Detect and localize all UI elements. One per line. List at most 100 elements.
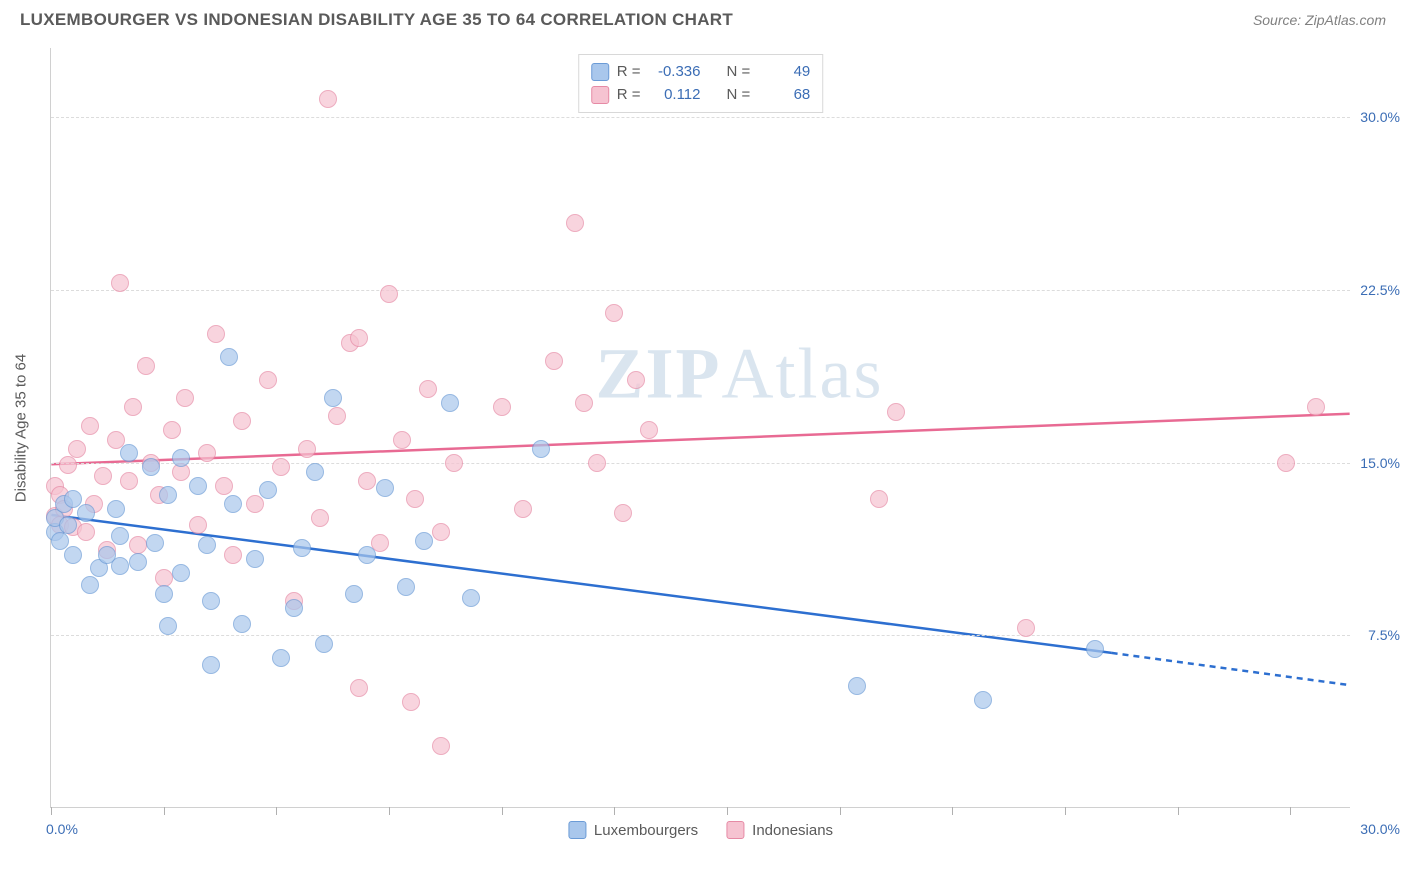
data-point [887,403,905,421]
data-point [306,463,324,481]
data-point [189,516,207,534]
x-tick [276,807,277,815]
plot-area: ZIPAtlas Disability Age 35 to 64 R = -0.… [50,48,1350,808]
data-point [285,599,303,617]
data-point [111,527,129,545]
n-value-2: 68 [758,84,810,107]
data-point [345,585,363,603]
data-point [605,304,623,322]
data-point [627,371,645,389]
data-point [532,440,550,458]
data-point [77,523,95,541]
grid-line [51,290,1350,291]
data-point [272,649,290,667]
data-point [224,495,242,513]
x-tick [1290,807,1291,815]
data-point [77,504,95,522]
data-point [233,412,251,430]
data-point [246,495,264,513]
data-point [298,440,316,458]
legend-stats-row-2: R = 0.112 N = 68 [591,84,811,107]
swatch-series-1 [591,63,609,81]
data-point [111,274,129,292]
data-point [159,486,177,504]
y-tick-label: 15.0% [1360,455,1400,471]
data-point [432,737,450,755]
data-point [358,472,376,490]
data-point [81,417,99,435]
data-point [1307,398,1325,416]
data-point [328,407,346,425]
data-point [419,380,437,398]
data-point [545,352,563,370]
data-point [120,472,138,490]
data-point [233,615,251,633]
y-tick-label: 22.5% [1360,282,1400,298]
data-point [319,90,337,108]
data-point [246,550,264,568]
x-tick [840,807,841,815]
data-point [107,500,125,518]
legend-item-1: Luxembourgers [568,821,698,839]
data-point [59,516,77,534]
data-point [1277,454,1295,472]
data-point [142,458,160,476]
data-point [358,546,376,564]
data-point [397,578,415,596]
swatch-series-1b [568,821,586,839]
data-point [259,481,277,499]
data-point [220,348,238,366]
data-point [406,490,424,508]
data-point [848,677,866,695]
data-point [974,691,992,709]
data-point [870,490,888,508]
y-tick-label: 30.0% [1360,109,1400,125]
data-point [189,477,207,495]
data-point [614,504,632,522]
data-point [176,389,194,407]
data-point [462,589,480,607]
data-point [311,509,329,527]
data-point [376,479,394,497]
data-point [120,444,138,462]
chart-source: Source: ZipAtlas.com [1253,12,1386,28]
data-point [124,398,142,416]
data-point [566,214,584,232]
data-point [272,458,290,476]
data-point [640,421,658,439]
legend-stats-box: R = -0.336 N = 49 R = 0.112 N = 68 [578,54,824,113]
data-point [350,329,368,347]
legend-stats-row-1: R = -0.336 N = 49 [591,61,811,84]
data-point [202,656,220,674]
r-value-1: -0.336 [649,61,701,84]
data-point [1017,619,1035,637]
data-point [146,534,164,552]
y-tick-label: 7.5% [1368,627,1400,643]
grid-line [51,117,1350,118]
data-point [493,398,511,416]
legend-item-2: Indonesians [726,821,833,839]
data-point [224,546,242,564]
data-point [198,444,216,462]
data-point [315,635,333,653]
swatch-series-2b [726,821,744,839]
data-point [259,371,277,389]
data-point [215,477,233,495]
x-tick [389,807,390,815]
data-point [324,389,342,407]
swatch-series-2 [591,86,609,104]
data-point [588,454,606,472]
data-point [59,456,77,474]
data-point [514,500,532,518]
data-point [163,421,181,439]
n-value-1: 49 [758,61,810,84]
r-value-2: 0.112 [649,84,701,107]
data-point [68,440,86,458]
chart-header: LUXEMBOURGER VS INDONESIAN DISABILITY AG… [0,0,1406,38]
data-point [129,553,147,571]
data-point [202,592,220,610]
chart-container: ZIPAtlas Disability Age 35 to 64 R = -0.… [50,48,1390,838]
x-tick [164,807,165,815]
data-point [64,546,82,564]
grid-line [51,635,1350,636]
